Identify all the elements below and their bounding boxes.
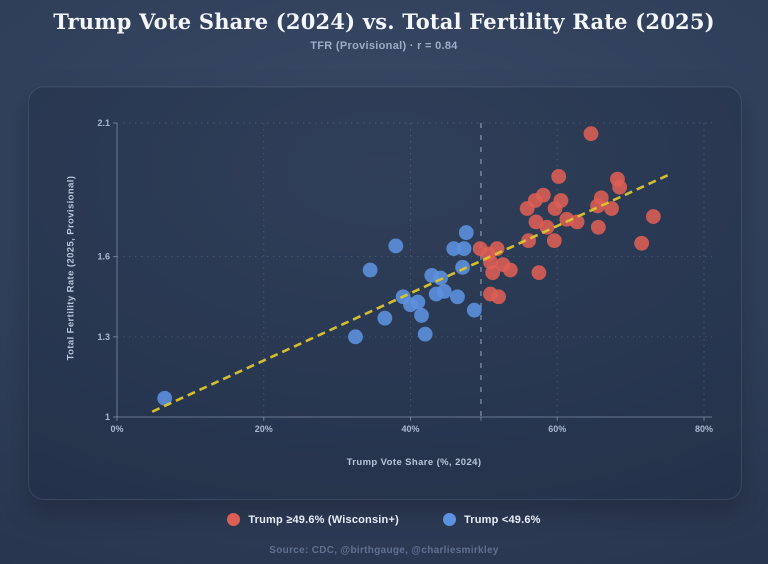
data-point — [546, 233, 562, 249]
data-point — [157, 390, 173, 406]
chart-subtitle: TFR (Provisional) · r = 0.84 — [310, 40, 458, 52]
legend: Trump ≥49.6% (Wisconsin+) Trump <49.6% — [0, 513, 768, 526]
data-point — [466, 302, 482, 318]
data-point — [436, 283, 452, 299]
x-axis-title: Trump Vote Share (%, 2024) — [346, 457, 482, 468]
y-tick-label: 1.6 — [97, 252, 110, 262]
y-tick-label: 1.3 — [97, 332, 110, 342]
x-tick-label: 0% — [110, 424, 123, 434]
data-point — [491, 289, 506, 305]
data-point — [388, 238, 404, 254]
data-point — [414, 308, 429, 323]
data-point — [348, 329, 363, 345]
data-point — [553, 193, 569, 208]
data-point — [362, 262, 378, 278]
data-point — [531, 265, 547, 281]
data-point — [569, 214, 585, 230]
data-point — [551, 169, 567, 184]
data-point — [535, 187, 551, 203]
legend-label-below-threshold: Trump <49.6% — [463, 513, 541, 526]
chart-card — [28, 86, 742, 500]
data-point — [645, 209, 661, 224]
data-point — [458, 225, 474, 240]
data-point — [539, 219, 555, 235]
source-credit: Source: CDC, @birthgauge, @charliesmirkl… — [269, 545, 499, 556]
data-point — [604, 201, 619, 216]
data-point — [590, 219, 606, 235]
data-point — [634, 235, 650, 251]
data-point — [456, 241, 472, 257]
legend-item-below-threshold[interactable]: Trump <49.6% — [442, 513, 541, 526]
data-point — [377, 310, 393, 326]
data-point — [450, 289, 465, 305]
y-tick-label: 1 — [105, 412, 110, 422]
legend-item-above-threshold[interactable]: Trump ≥49.6% (Wisconsin+) — [227, 513, 399, 526]
data-point — [485, 265, 501, 281]
chart-title: Trump Vote Share (2024) vs. Total Fertil… — [53, 9, 715, 34]
x-tick-label: 40% — [401, 424, 419, 434]
legend-label-above-threshold: Trump ≥49.6% (Wisconsin+) — [248, 513, 399, 526]
data-point — [612, 179, 628, 195]
data-point — [410, 294, 426, 310]
x-tick-label: 20% — [255, 424, 273, 434]
data-point — [593, 190, 609, 206]
data-point — [528, 214, 544, 230]
trend-line — [151, 172, 672, 413]
y-axis-title: Total Fertility Rate (2025, Provisional) — [65, 175, 77, 361]
data-point — [417, 326, 433, 342]
red-dot-icon — [227, 513, 241, 526]
data-point — [455, 259, 470, 275]
blue-dot-icon — [442, 513, 456, 526]
data-point — [583, 126, 599, 142]
x-tick-label: 80% — [695, 424, 713, 434]
x-tick-label: 60% — [548, 424, 566, 434]
data-point — [502, 262, 518, 278]
data-point — [446, 241, 462, 257]
y-tick-label: 2.1 — [97, 118, 110, 128]
